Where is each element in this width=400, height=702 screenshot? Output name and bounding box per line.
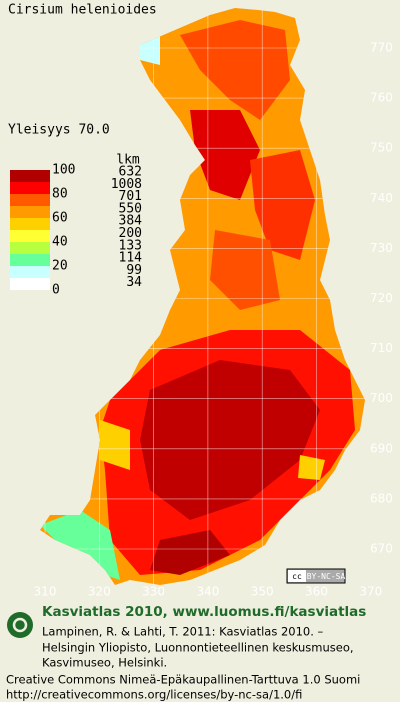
scale-label: 40: [52, 235, 68, 250]
y-tick-label: 760: [370, 91, 393, 105]
legend-swatch: [10, 182, 50, 194]
x-tick-label: 340: [196, 585, 219, 599]
legend: 1008060402006321008701550384200133114993…: [10, 163, 142, 298]
scale-label: 60: [52, 211, 68, 226]
species-title: Cirsium helenioides: [8, 3, 157, 18]
legend-swatch: [10, 242, 50, 254]
count-label: 200: [119, 226, 142, 241]
scale-label: 100: [52, 163, 75, 178]
badge-label: BY-NC-SA: [307, 572, 346, 581]
x-tick-label: 350: [251, 585, 274, 599]
license-badge: cc BY-NC-SA: [286, 568, 346, 584]
y-tick-label: 770: [370, 41, 393, 55]
count-label: 632: [119, 165, 142, 180]
citation: Kasvimuseo, Helsinki.: [42, 656, 167, 670]
count-label: 114: [119, 251, 143, 266]
brand: Kasviatlas 2010, www.luomus.fi/kasviatla…: [42, 604, 366, 620]
count-label: 34: [126, 275, 142, 290]
license: Creative Commons Nimeä-Epäkaupallinen-Ta…: [6, 673, 360, 687]
legend-swatch: [10, 170, 50, 182]
x-tick-label: 370: [359, 585, 382, 599]
citation: Helsingin Yliopisto, Luonnontieteellinen…: [42, 641, 354, 655]
count-label: 99: [126, 263, 142, 278]
count-label: 550: [119, 201, 142, 216]
map-area: [135, 35, 160, 65]
x-tick-label: 360: [305, 585, 328, 599]
y-tick-label: 710: [370, 341, 393, 355]
legend-swatch: [10, 254, 50, 266]
frequency: Yleisyys 70.0: [8, 123, 110, 138]
count-label: 701: [119, 189, 142, 204]
map-area: [100, 420, 130, 470]
x-tick-label: 330: [142, 585, 165, 599]
y-tick-label: 680: [370, 491, 393, 505]
y-tick-label: 670: [370, 542, 393, 556]
logo-circle: [7, 612, 33, 638]
legend-swatch: [10, 206, 50, 218]
legend-swatch: [10, 230, 50, 242]
map-area: [298, 455, 325, 480]
legend-swatch: [10, 194, 50, 206]
citation: Lampinen, R. & Lahti, T. 2011: Kasviatla…: [42, 625, 324, 639]
map-area: [140, 360, 320, 520]
y-tick-label: 740: [370, 191, 393, 205]
count-label: 1008: [111, 177, 142, 192]
x-tick-label: 320: [88, 585, 111, 599]
count-label: 133: [119, 238, 142, 253]
scale-label: 0: [52, 283, 60, 298]
y-tick-label: 750: [370, 141, 393, 155]
logo-spiral: [12, 617, 28, 633]
map-area: [250, 150, 315, 260]
map-area: [40, 510, 120, 580]
x-tick-label: 310: [34, 585, 57, 599]
legend-swatch: [10, 218, 50, 230]
y-tick-label: 720: [370, 291, 393, 305]
count-header: lkm: [116, 153, 140, 168]
license-url: http://creativecommons.org/licenses/by-n…: [6, 688, 302, 702]
legend-swatch: [10, 266, 50, 278]
y-tick-label: 690: [370, 441, 393, 455]
badge-icon-box: [288, 570, 306, 582]
badge-icon: cc: [292, 572, 302, 581]
scale-label: 80: [52, 187, 68, 202]
y-tick-label: 730: [370, 241, 393, 255]
map-area: [190, 110, 260, 200]
scale-label: 20: [52, 259, 68, 274]
count-label: 384: [119, 214, 143, 229]
map-area: [150, 530, 230, 575]
y-tick-label: 700: [370, 391, 393, 405]
legend-swatch: [10, 278, 50, 290]
distribution-map: [40, 8, 365, 585]
logo: [7, 612, 33, 638]
